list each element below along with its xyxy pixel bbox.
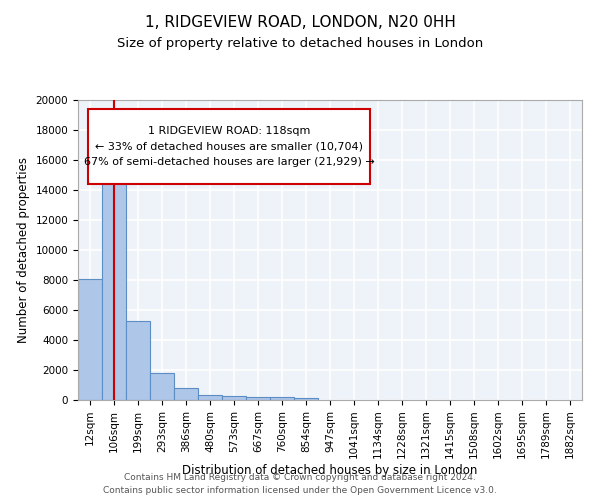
X-axis label: Distribution of detached houses by size in London: Distribution of detached houses by size …: [182, 464, 478, 477]
Bar: [102, 154, 126, 400]
Bar: [78, 278, 102, 400]
Y-axis label: Number of detached properties: Number of detached properties: [17, 157, 30, 343]
Bar: [222, 396, 246, 400]
Bar: [198, 395, 222, 400]
Text: 1 RIDGEVIEW ROAD: 118sqm
← 33% of detached houses are smaller (10,704)
67% of se: 1 RIDGEVIEW ROAD: 118sqm ← 33% of detach…: [84, 126, 374, 167]
Bar: [88, 109, 370, 184]
Text: Contains HM Land Registry data © Crown copyright and database right 2024.
Contai: Contains HM Land Registry data © Crown c…: [103, 474, 497, 495]
Bar: [126, 320, 150, 400]
Bar: [294, 398, 318, 400]
Bar: [246, 397, 270, 400]
Text: Size of property relative to detached houses in London: Size of property relative to detached ho…: [117, 38, 483, 51]
Bar: [174, 388, 198, 400]
Bar: [150, 373, 174, 400]
Text: 1, RIDGEVIEW ROAD, LONDON, N20 0HH: 1, RIDGEVIEW ROAD, LONDON, N20 0HH: [145, 15, 455, 30]
Bar: [270, 398, 294, 400]
